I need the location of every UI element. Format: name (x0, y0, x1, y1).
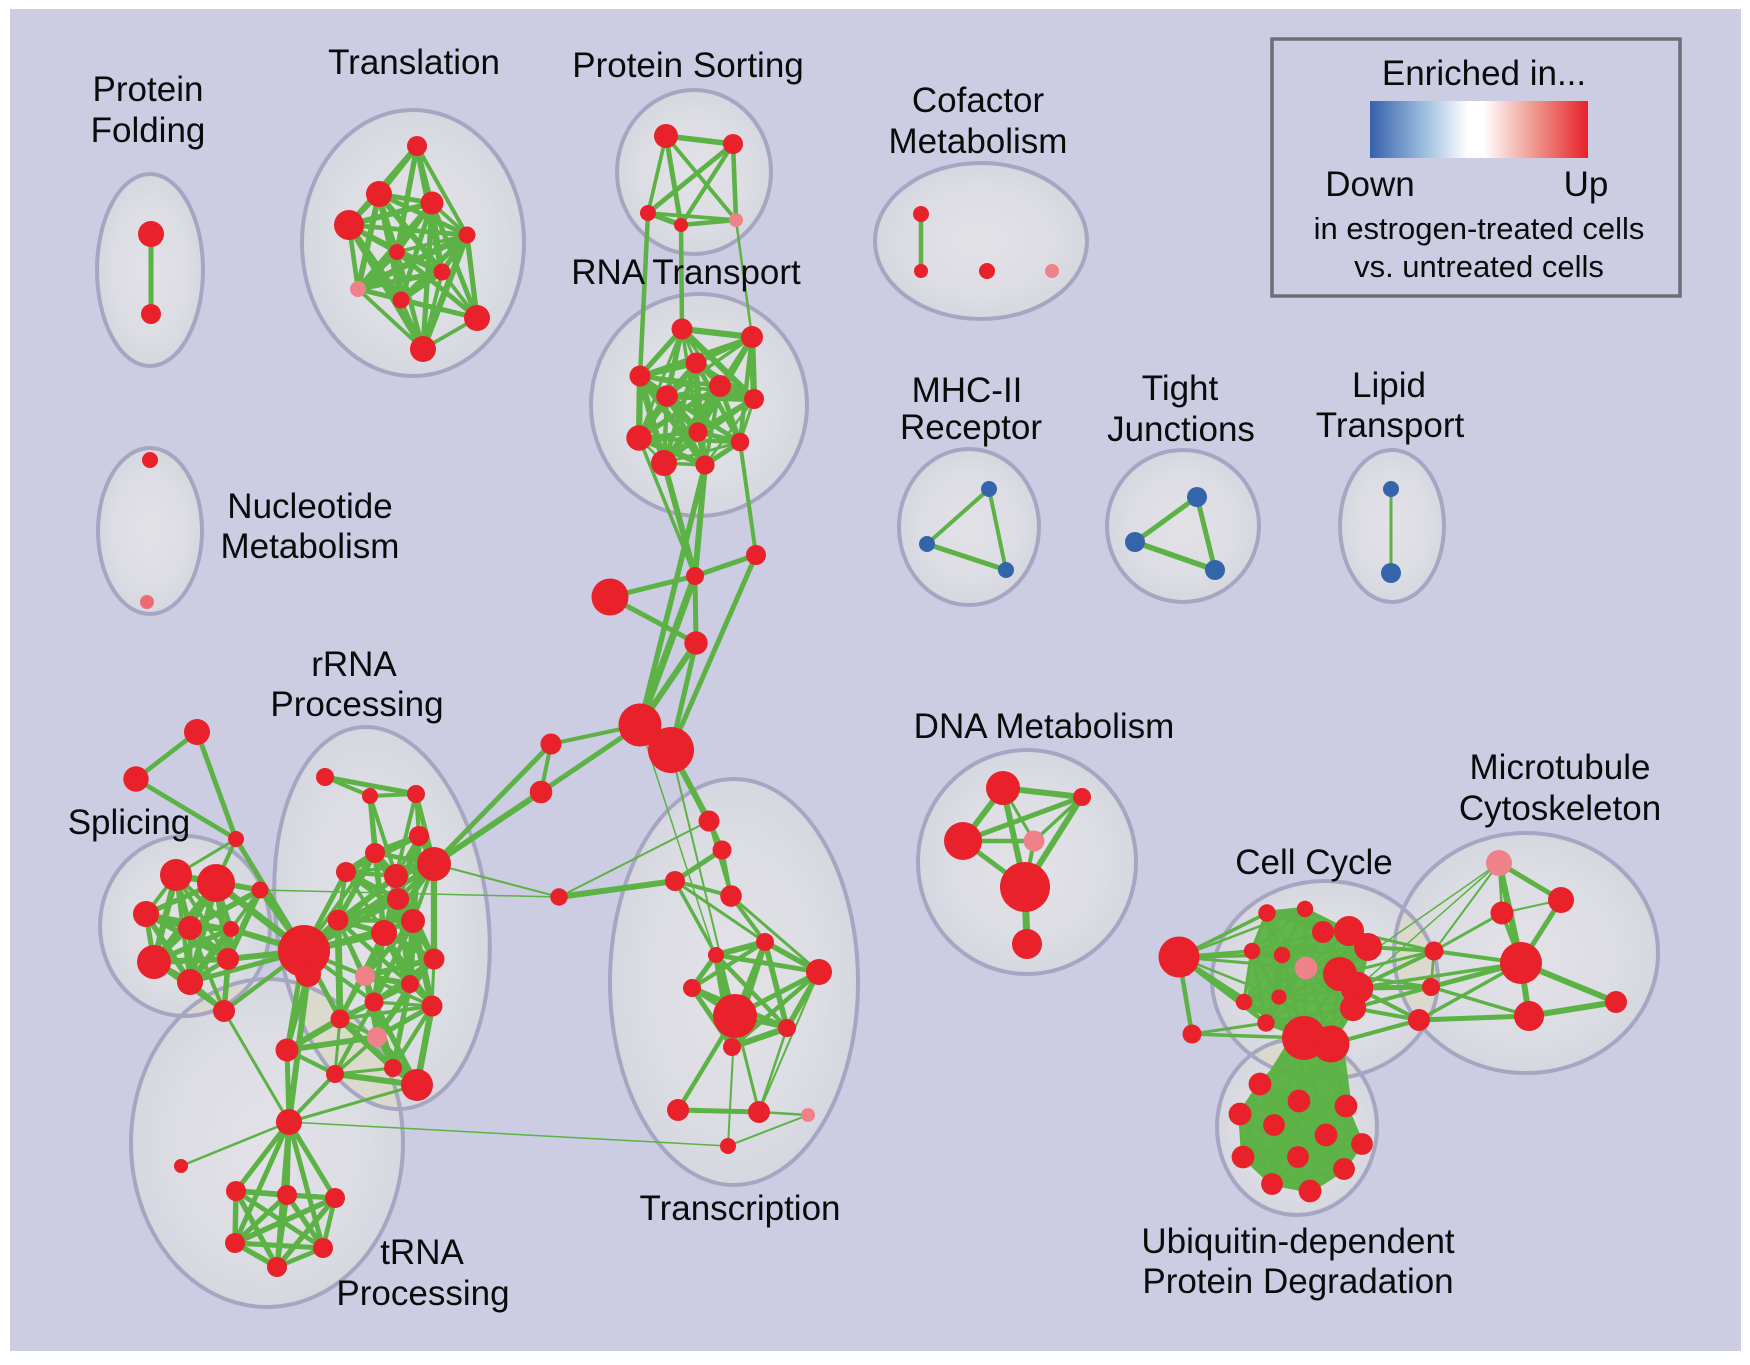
svg-text:Cell Cycle: Cell Cycle (1235, 843, 1393, 882)
svg-text:Protein Sorting: Protein Sorting (572, 46, 804, 85)
svg-text:RNA Transport: RNA Transport (571, 253, 801, 292)
svg-text:Down: Down (1325, 165, 1414, 204)
svg-text:Junctions: Junctions (1107, 410, 1255, 449)
svg-text:vs. untreated cells: vs. untreated cells (1354, 249, 1604, 284)
svg-text:Protein: Protein (93, 70, 204, 109)
svg-text:Up: Up (1564, 165, 1609, 204)
svg-text:MHC-II: MHC-II (912, 371, 1023, 410)
svg-text:Metabolism: Metabolism (221, 527, 400, 566)
svg-text:Lipid: Lipid (1352, 366, 1426, 405)
svg-text:Protein Degradation: Protein Degradation (1142, 1262, 1453, 1301)
svg-text:Receptor: Receptor (900, 408, 1042, 447)
svg-text:Translation: Translation (328, 43, 500, 82)
svg-text:rRNA: rRNA (311, 645, 397, 684)
svg-text:Splicing: Splicing (68, 803, 191, 842)
svg-text:Microtubule: Microtubule (1470, 748, 1651, 787)
svg-text:Ubiquitin-dependent: Ubiquitin-dependent (1141, 1222, 1455, 1261)
svg-text:in estrogen-treated cells: in estrogen-treated cells (1314, 211, 1645, 246)
svg-text:Tight: Tight (1142, 369, 1219, 408)
svg-text:Folding: Folding (91, 111, 206, 150)
svg-text:tRNA: tRNA (380, 1233, 464, 1272)
svg-text:Metabolism: Metabolism (889, 122, 1068, 161)
svg-text:DNA Metabolism: DNA Metabolism (914, 707, 1175, 746)
svg-text:Nucleotide: Nucleotide (227, 487, 392, 526)
svg-text:Cofactor: Cofactor (912, 81, 1045, 120)
svg-text:Processing: Processing (270, 685, 443, 724)
svg-text:Transcription: Transcription (640, 1189, 841, 1228)
svg-text:Enriched in...: Enriched in... (1382, 54, 1586, 93)
svg-text:Transport: Transport (1316, 406, 1465, 445)
svg-text:Cytoskeleton: Cytoskeleton (1459, 789, 1661, 828)
svg-text:Processing: Processing (336, 1274, 509, 1313)
